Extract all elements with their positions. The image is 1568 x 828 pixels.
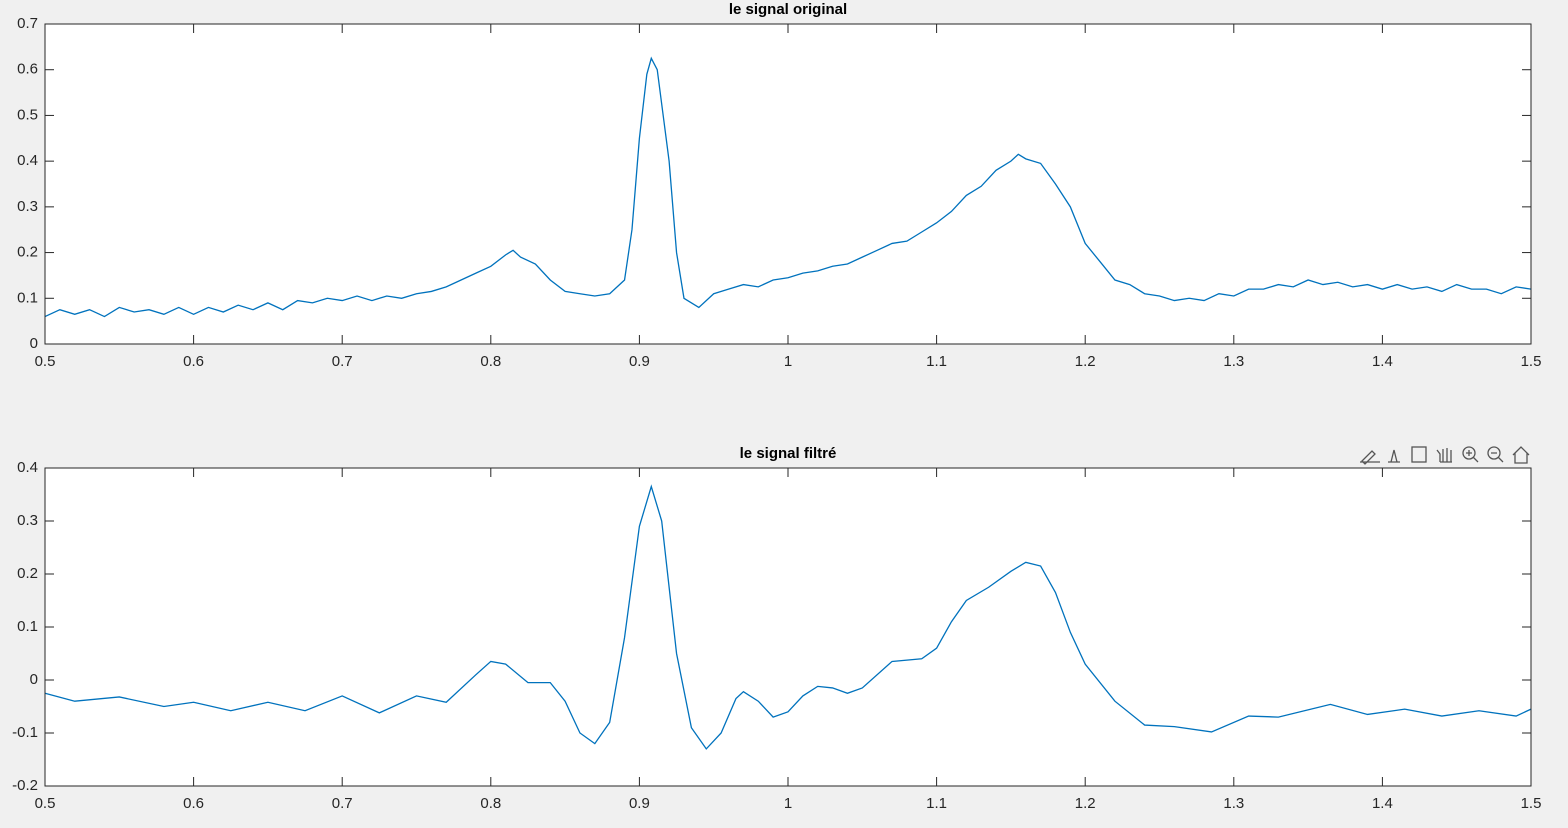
x-tick-label: 0.9 bbox=[629, 795, 650, 812]
x-tick-label: 0.7 bbox=[332, 353, 353, 370]
x-tick-label: 1.3 bbox=[1223, 353, 1244, 370]
zoom-out-icon[interactable] bbox=[1487, 446, 1501, 460]
zoom-in-icon[interactable] bbox=[1462, 446, 1476, 460]
signal-line bbox=[44, 484, 1532, 750]
y-tick-label: 0.1 bbox=[17, 289, 38, 306]
axes-box bbox=[44, 23, 1532, 345]
y-tick-label: 0 bbox=[30, 335, 38, 352]
y-tick-label: 0.7 bbox=[17, 15, 38, 32]
x-tick-label: 0.8 bbox=[480, 795, 501, 812]
signal-line bbox=[44, 56, 1532, 318]
axes-toolbar[interactable] bbox=[1360, 446, 1530, 465]
y-tick-label: -0.2 bbox=[12, 777, 38, 794]
y-tick-label: 0.2 bbox=[17, 244, 38, 261]
y-tick-label: 0 bbox=[30, 671, 38, 688]
x-tick-label: 1.3 bbox=[1223, 795, 1244, 812]
x-tick-label: 1 bbox=[784, 353, 792, 370]
x-tick-label: 0.9 bbox=[629, 353, 650, 370]
datatip-icon[interactable] bbox=[1388, 449, 1400, 463]
x-tick-label: 0.7 bbox=[332, 795, 353, 812]
x-tick-label: 1.1 bbox=[926, 353, 947, 370]
plot-area bbox=[45, 24, 1531, 344]
y-tick-label: -0.1 bbox=[12, 724, 38, 741]
x-tick-label: 0.8 bbox=[480, 353, 501, 370]
x-tick-label: 1.5 bbox=[1521, 353, 1542, 370]
y-tick-label: 0.6 bbox=[17, 61, 38, 78]
y-tick-label: 0.3 bbox=[17, 198, 38, 215]
y-tick-label: 0.1 bbox=[17, 618, 38, 635]
x-tick-label: 0.6 bbox=[183, 795, 204, 812]
y-tick-label: 0.2 bbox=[17, 565, 38, 582]
y-tick-label: 0.3 bbox=[17, 512, 38, 529]
chart-title: le signal original bbox=[729, 1, 847, 18]
x-tick-label: 1.4 bbox=[1372, 795, 1393, 812]
axes: le signal filtré 0.5 0.6 0.7 0.8 0.9 1 1.1 1.2 1.… bbox=[12, 445, 1541, 812]
x-tick-label: 1.2 bbox=[1075, 795, 1096, 812]
y-tick-label: 0.5 bbox=[17, 106, 38, 123]
y-tick-label: 0.4 bbox=[17, 459, 38, 476]
x-tick-label: 0.5 bbox=[35, 795, 56, 812]
plot-area bbox=[45, 468, 1531, 786]
x-tick-label: 1.1 bbox=[926, 795, 947, 812]
brush-icon[interactable] bbox=[1360, 450, 1380, 465]
home-icon[interactable] bbox=[1512, 446, 1530, 464]
x-tick-label: 0.5 bbox=[35, 353, 56, 370]
axes-box bbox=[44, 467, 1532, 787]
x-tick-label: 0.6 bbox=[183, 353, 204, 370]
x-tick-label: 1.5 bbox=[1521, 795, 1542, 812]
legend-icon[interactable] bbox=[1411, 446, 1427, 463]
x-tick-label: 1 bbox=[784, 795, 792, 812]
x-tick-label: 1.2 bbox=[1075, 353, 1096, 370]
axes: le signal original 0.5 0.6 0.7 0.8 0.9 1 1.1 1.2… bbox=[17, 1, 1541, 370]
x-tick-label: 1.4 bbox=[1372, 353, 1393, 370]
y-tick-label: 0.4 bbox=[17, 152, 38, 169]
pan-icon[interactable] bbox=[1436, 448, 1452, 463]
chart-title: le signal filtré bbox=[740, 445, 837, 462]
